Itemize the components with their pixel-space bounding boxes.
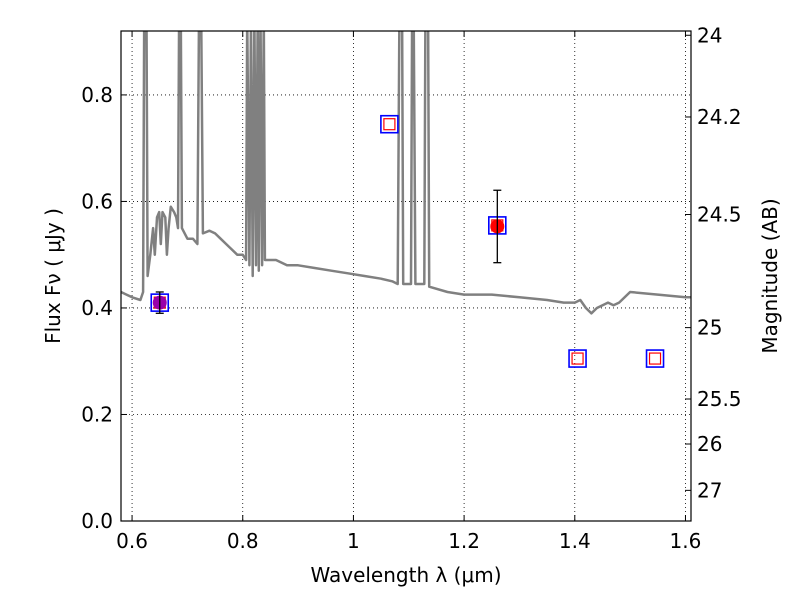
model-photometry-inner bbox=[571, 352, 584, 365]
right-tick-label: 25.5 bbox=[697, 387, 742, 411]
y-tick-label: 0.4 bbox=[81, 296, 113, 320]
model-photometry-marker bbox=[645, 349, 665, 368]
x-axis-title: Wavelength λ (μm) bbox=[310, 563, 501, 587]
x-tick-label: 1.6 bbox=[670, 529, 702, 553]
model-photometry-marker bbox=[380, 114, 399, 134]
plot-frame bbox=[120, 30, 692, 522]
y-axis-title: Flux Fν ( μJy ) bbox=[41, 208, 65, 344]
model-photometry-inner bbox=[383, 118, 396, 131]
right-tick-label: 25 bbox=[697, 316, 722, 340]
right-tick-label: 24.5 bbox=[697, 203, 742, 227]
data-layer bbox=[121, 31, 691, 315]
model-photometry-inner bbox=[648, 352, 662, 365]
x-tick-label: 0.8 bbox=[227, 529, 259, 553]
y-tick-label: 0.0 bbox=[81, 509, 113, 533]
right-tick-label: 27 bbox=[697, 478, 722, 502]
x-tick-label: 1.2 bbox=[448, 529, 480, 553]
model-spectrum-line bbox=[121, 31, 691, 315]
plot-background bbox=[121, 31, 691, 521]
y-tick-label: 0.2 bbox=[81, 402, 113, 426]
x-tick-label: 0.6 bbox=[116, 529, 148, 553]
right-tick-label: 24.2 bbox=[697, 105, 742, 129]
x-tick-label: 1 bbox=[347, 529, 360, 553]
marker-layer bbox=[150, 114, 665, 368]
ticks: 0.6 0.8 1 1.2 1.4 1.6 0.0 0.2 0.4 0.6 0.8 24 24.2 24.… bbox=[81, 23, 741, 553]
right-tick-label: 26 bbox=[697, 432, 722, 456]
right-axis-title: Magnitude (AB) bbox=[758, 198, 782, 353]
right-tick-label: 24 bbox=[697, 23, 722, 47]
y-tick-label: 0.8 bbox=[81, 83, 113, 107]
model-photometry-marker bbox=[568, 349, 587, 368]
x-tick-label: 1.4 bbox=[559, 529, 591, 553]
y-tick-label: 0.6 bbox=[81, 189, 113, 213]
